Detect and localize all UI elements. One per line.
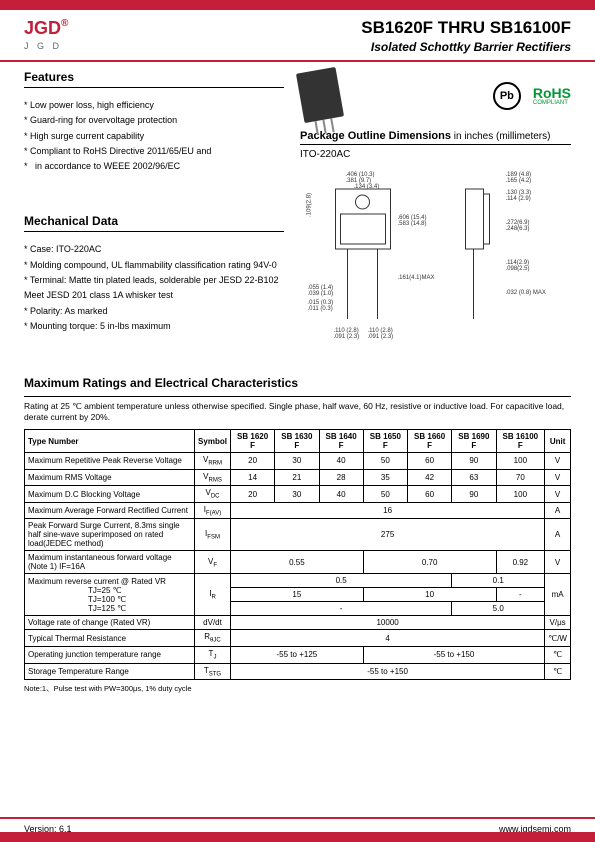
table-row: Peak Forward Surge Current, 8.3ms single… <box>25 519 571 551</box>
svg-text:.165 (4.2): .165 (4.2) <box>506 178 532 184</box>
mech-item: Mounting torque: 5 in-lbs maximum <box>24 319 284 334</box>
mech-item: Polarity: As marked <box>24 304 284 319</box>
page-title: SB1620F THRU SB16100F <box>361 18 571 38</box>
th-part: SB 1640 F <box>319 430 363 453</box>
ratings-note: Rating at 25 ℃ ambient temperature unles… <box>24 401 571 423</box>
top-red-bar <box>0 0 595 10</box>
th-part: SB 1690 F <box>452 430 496 453</box>
bottom-red-bar <box>0 832 595 842</box>
table-footnote: Note:1、Pulse test with PW=300μs, 1% duty… <box>24 683 571 694</box>
svg-text:.091 (2.3): .091 (2.3) <box>334 334 360 340</box>
svg-text:.114 (2.9): .114 (2.9) <box>506 196 531 202</box>
title-area: SB1620F THRU SB16100F Isolated Schottky … <box>361 18 571 54</box>
svg-text:.039 (1.0): .039 (1.0) <box>308 291 334 297</box>
svg-text:.011 (0.3): .011 (0.3) <box>308 306 333 312</box>
th-part: SB 1650 F <box>363 430 407 453</box>
header: JGD® J G D SB1620F THRU SB16100F Isolate… <box>0 10 595 62</box>
svg-text:.161(4.1)MAX: .161(4.1)MAX <box>398 275 435 281</box>
features-list: Low power loss, high efficiency Guard-ri… <box>24 98 284 174</box>
th-unit: Unit <box>545 430 571 453</box>
package-label: ITO-220AC <box>300 149 571 160</box>
svg-text:.248(6.3): .248(6.3) <box>506 226 530 232</box>
logo: JGD® <box>24 18 68 39</box>
feature-item: Guard-ring for overvoltage protection <box>24 113 284 128</box>
svg-text:.098(2.5): .098(2.5) <box>506 266 530 272</box>
cert-row: Pb RoHS COMPLIANT <box>300 70 571 122</box>
feature-item: High surge current capability <box>24 129 284 144</box>
rohs-badge: RoHS COMPLIANT <box>533 86 571 106</box>
table-row: Maximum reverse current @ Rated VR TJ=25… <box>25 574 571 588</box>
th-part: SB 1620 F <box>231 430 275 453</box>
table-row: Voltage rate of change (Rated VR) dV/dt … <box>25 616 571 630</box>
mech-title: Mechanical Data <box>24 214 284 232</box>
package-dims-title: Package Outline Dimensions in inches (mi… <box>300 130 571 145</box>
table-row: Maximum instantaneous forward voltage (N… <box>25 551 571 574</box>
table-row: Maximum Average Forward Rectified Curren… <box>25 502 571 519</box>
ratings-table: Type Number Symbol SB 1620 F SB 1630 F S… <box>24 429 571 680</box>
svg-text:.109(2.8): .109(2.8) <box>307 193 313 217</box>
logo-sub: J G D <box>24 41 68 51</box>
logo-block: JGD® J G D <box>24 18 68 54</box>
table-row: Maximum RMS Voltage VRMS 14212835426370 … <box>25 469 571 486</box>
package-diagram: .406 (10.3) .381 (9.7) .134 (3.4) .189 (… <box>300 164 571 364</box>
mech-list: Case: ITO-220AC Molding compound, UL fla… <box>24 242 284 334</box>
mech-item: Case: ITO-220AC <box>24 242 284 257</box>
th-type: Type Number <box>25 430 195 453</box>
mech-item: Terminal: Matte tin plated leads, solder… <box>24 273 284 304</box>
feature-item: Compliant to RoHS Directive 2011/65/EU a… <box>24 144 284 159</box>
svg-text:.134 (3.4): .134 (3.4) <box>354 184 380 190</box>
table-row: Maximum Repetitive Peak Reverse Voltage … <box>25 453 571 470</box>
features-title: Features <box>24 70 284 88</box>
table-row: Typical Thermal Resistance RθJC 4 ℃/W <box>25 630 571 647</box>
feature-item: in accordance to WEEE 2002/96/EC <box>24 159 284 174</box>
pb-free-icon: Pb <box>493 82 521 110</box>
page-subtitle: Isolated Schottky Barrier Rectifiers <box>361 40 571 54</box>
th-symbol: Symbol <box>195 430 231 453</box>
package-photo <box>296 67 344 123</box>
ratings-title: Maximum Ratings and Electrical Character… <box>24 376 571 390</box>
table-row: Operating junction temperature range TJ … <box>25 647 571 664</box>
table-row: Storage Temperature Range TSTG -55 to +1… <box>25 663 571 680</box>
feature-item: Low power loss, high efficiency <box>24 98 284 113</box>
th-part: SB 16100 F <box>496 430 545 453</box>
svg-text:.032 (0.8) MAX: .032 (0.8) MAX <box>506 290 546 296</box>
svg-text:.583 (14.8): .583 (14.8) <box>398 221 427 227</box>
table-row: Maximum D.C Blocking Voltage VDC 2030405… <box>25 486 571 503</box>
svg-text:.091 (2.3): .091 (2.3) <box>368 334 394 340</box>
mech-item: Molding compound, UL flammability classi… <box>24 258 284 273</box>
th-part: SB 1630 F <box>275 430 319 453</box>
th-part: SB 1660 F <box>408 430 452 453</box>
